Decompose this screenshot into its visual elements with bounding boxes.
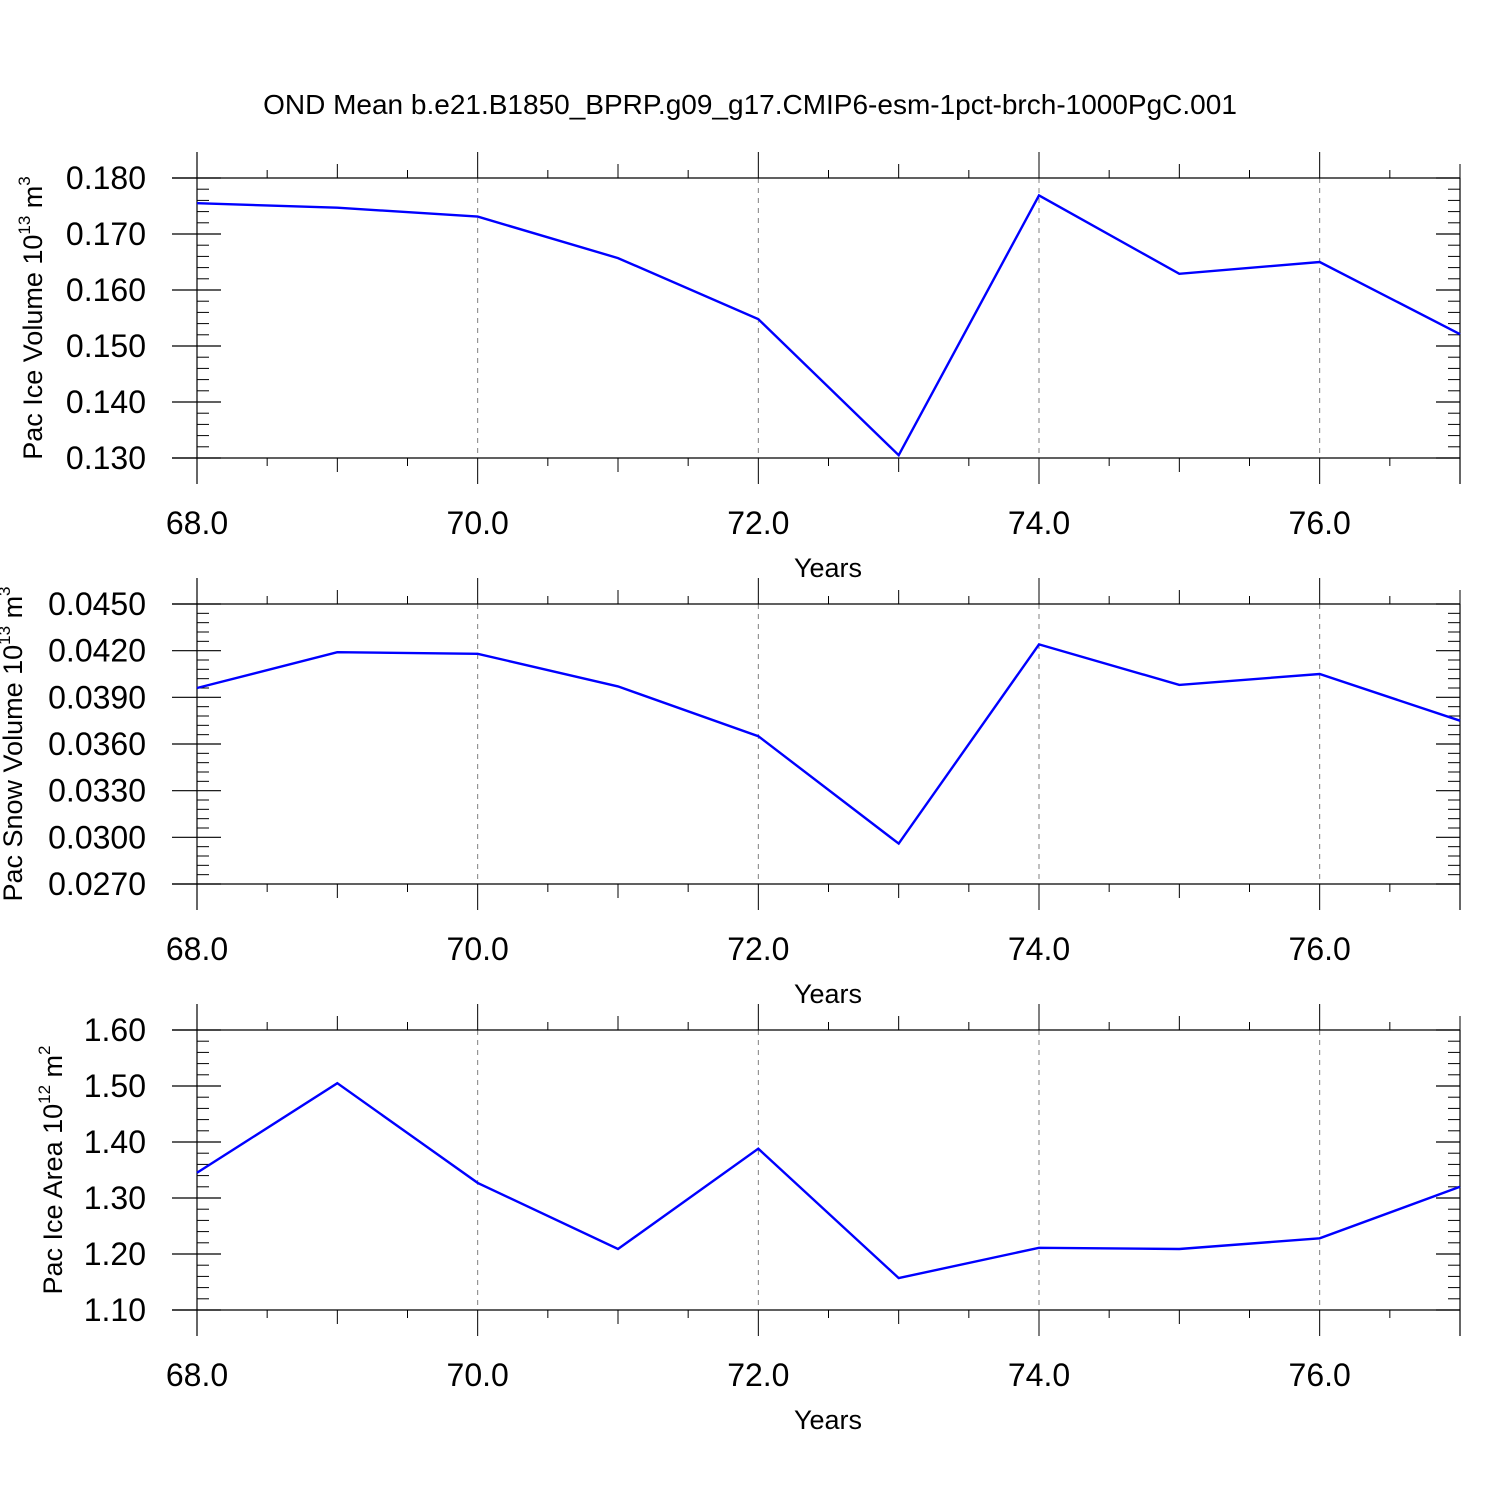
x-tick-label: 76.0 (1289, 505, 1351, 541)
y-tick-label: 1.50 (84, 1068, 146, 1104)
x-tick-label: 72.0 (727, 505, 789, 541)
x-tick-label: 76.0 (1289, 931, 1351, 967)
x-tick-label: 70.0 (447, 931, 509, 967)
x-axis-label: Years (794, 979, 862, 1009)
y-axis-label-unit: m (18, 186, 48, 216)
series-line (196, 1081, 1461, 1280)
y-tick-label: 0.0390 (48, 679, 146, 715)
series-line (196, 193, 1461, 458)
chart-title: OND Mean b.e21.B1850_BPRP.g09_g17.CMIP6-… (263, 89, 1237, 120)
chart-panel-3: 68.0 70.0 72.0 74.0 76.0 Years 1.10 1.20 1.30 1.4… (35, 1004, 1461, 1435)
y-tick-label: 1.60 (84, 1012, 146, 1048)
x-tick-label: 70.0 (447, 1357, 509, 1393)
y-tick-label: 0.0450 (48, 586, 146, 622)
x-tick-label: 68.0 (166, 505, 228, 541)
y-axis-label-unit-exponent: 3 (0, 586, 14, 595)
x-tick-label: 68.0 (166, 931, 228, 967)
y-tick-label: 0.140 (66, 384, 146, 420)
y-tick-label: 0.0420 (48, 633, 146, 669)
y-axis-label-unit: m (38, 1055, 68, 1085)
y-tick-label: 1.20 (84, 1236, 146, 1272)
y-tick-label: 0.0330 (48, 773, 146, 809)
y-tick-label: 0.150 (66, 328, 146, 364)
y-axis-label-exponent: 12 (35, 1085, 54, 1104)
y-axis-label: Pac Ice Area 1012 m2 (35, 1045, 68, 1294)
chart-panel-2: 68.0 70.0 72.0 74.0 76.0 Years 0.0270 0.0300 0.0… (0, 578, 1461, 1009)
y-axis-label-unit-exponent: 2 (35, 1045, 54, 1054)
y-tick-label: 0.0300 (48, 819, 146, 855)
y-axis-label-text: Pac Snow Volume 10 (0, 645, 28, 902)
y-axis-label-text: Pac Ice Area 10 (38, 1104, 68, 1295)
y-axis-label-text: Pac Ice Volume 10 (18, 235, 48, 460)
x-tick-label: 76.0 (1289, 1357, 1351, 1393)
y-tick-label: 0.130 (66, 440, 146, 476)
y-tick-label: 1.30 (84, 1180, 146, 1216)
y-axis-label: Pac Snow Volume 1013 m3 (0, 586, 28, 901)
y-tick-label: 1.40 (84, 1124, 146, 1160)
series-line (196, 643, 1461, 846)
y-tick-label: 0.0270 (48, 866, 146, 902)
y-tick-label: 0.160 (66, 272, 146, 308)
y-axis-label-exponent: 13 (15, 216, 34, 235)
y-axis-label-unit: m (0, 596, 28, 626)
x-tick-label: 72.0 (727, 1357, 789, 1393)
x-tick-label: 74.0 (1008, 1357, 1070, 1393)
y-tick-label: 0.0360 (48, 726, 146, 762)
y-axis-label-unit-exponent: 3 (15, 176, 34, 185)
x-tick-label: 72.0 (727, 931, 789, 967)
x-tick-label: 68.0 (166, 1357, 228, 1393)
y-axis-label: Pac Ice Volume 1013 m3 (15, 176, 48, 460)
x-tick-label: 74.0 (1008, 931, 1070, 967)
y-axis-label-exponent: 13 (0, 626, 14, 645)
x-axis-label: Years (794, 1405, 862, 1435)
x-tick-label: 70.0 (447, 505, 509, 541)
y-tick-label: 0.170 (66, 216, 146, 252)
y-tick-label: 0.180 (66, 160, 146, 196)
x-axis-label: Years (794, 553, 862, 583)
y-tick-label: 1.10 (84, 1292, 146, 1328)
x-tick-label: 74.0 (1008, 505, 1070, 541)
chart-panel-1: 68.0 70.0 72.0 74.0 76.0 Years 0.130 0.140 0.150… (15, 152, 1461, 583)
